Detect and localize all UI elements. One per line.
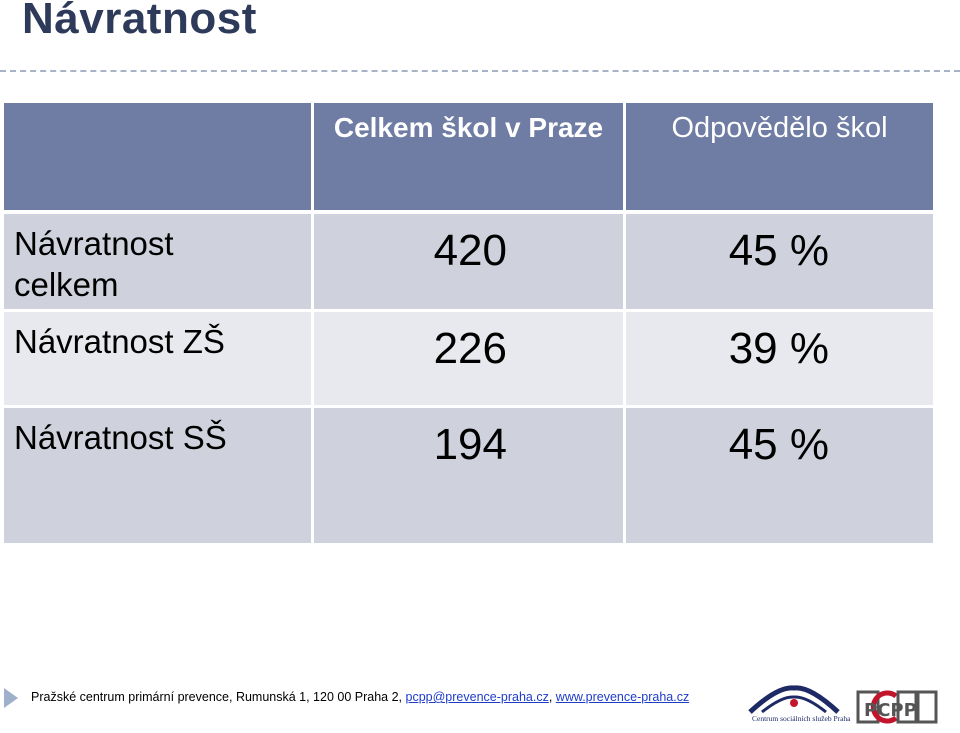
table-header-empty — [4, 103, 314, 214]
row-total-cell: 194 — [314, 408, 626, 543]
row-responded-cell: 45 % — [626, 214, 933, 312]
slide-title: Návratnost — [22, 0, 257, 43]
row-label: Návratnost SŠ — [4, 408, 314, 543]
row-label-line1: Návratnost ZŠ — [14, 323, 225, 360]
row-label-line1: Návratnost — [14, 225, 174, 262]
footer-address: Pražské centrum primární prevence, Rumun… — [31, 690, 403, 704]
table-row: Návratnost SŠ 194 45 % — [4, 408, 933, 543]
row-responded-cell: 45 % — [626, 408, 933, 543]
centrum-logo-caption: Centrum sociálních služeb Praha — [752, 714, 851, 723]
footer-separator: , — [548, 690, 553, 704]
row-label: Návratnost ZŠ — [4, 312, 314, 408]
row-responded-value: 45 % — [728, 226, 829, 275]
title-divider — [0, 70, 960, 72]
row-label-line1: Návratnost SŠ — [14, 419, 227, 456]
footer: Pražské centrum primární prevence, Rumun… — [31, 690, 689, 704]
pcpp-logo-icon: PCPP — [856, 686, 940, 726]
row-responded-value: 45 % — [728, 420, 829, 469]
table-row: Návratnost celkem 420 45 % — [4, 214, 933, 312]
row-total-value: 420 — [433, 226, 507, 275]
footer-email-link[interactable]: pcpp@prevence-praha.cz — [405, 690, 549, 704]
header-responded-label: Odpovědělo škol — [671, 112, 888, 144]
nav-arrow-icon — [4, 688, 18, 708]
row-responded-value: 39 % — [728, 324, 829, 373]
table-header-row: Celkem škol v Praze Odpovědělo škol — [4, 103, 933, 214]
row-total-cell: 226 — [314, 312, 626, 408]
footer-website-link[interactable]: www.prevence-praha.cz — [555, 690, 690, 704]
row-label-line2: celkem — [14, 266, 119, 303]
pcpp-logo-text: PCPP — [864, 700, 917, 721]
table-row: Návratnost ZŠ 226 39 % — [4, 312, 933, 408]
centrum-logo-icon: Centrum sociálních služeb Praha — [748, 684, 851, 728]
row-label: Návratnost celkem — [4, 214, 314, 312]
row-total-cell: 420 — [314, 214, 626, 312]
stats-table: Celkem škol v Praze Odpovědělo škol Návr… — [4, 103, 933, 543]
row-total-value: 226 — [433, 324, 507, 373]
row-responded-cell: 39 % — [626, 312, 933, 408]
header-total-label: Celkem škol v Praze — [333, 112, 604, 143]
row-total-value: 194 — [433, 420, 507, 469]
table-header-total: Celkem škol v Praze — [314, 103, 626, 214]
table-header-responded: Odpovědělo škol — [626, 103, 933, 214]
